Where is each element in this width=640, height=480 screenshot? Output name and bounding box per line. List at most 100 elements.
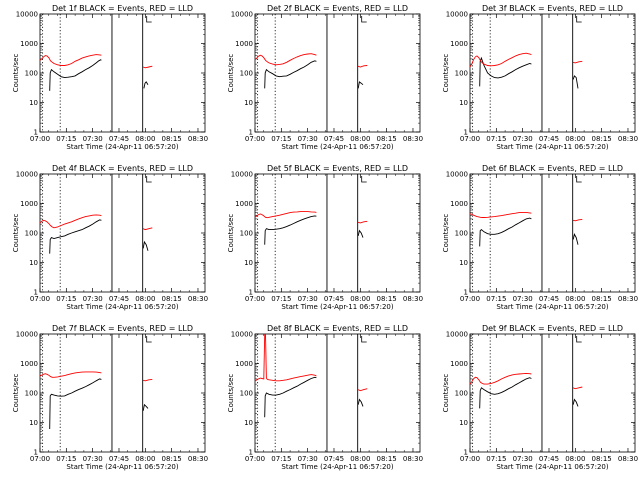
x-tick-label: 07:00 xyxy=(245,135,265,143)
series-line-lld xyxy=(469,372,532,385)
series-line-lld xyxy=(254,53,317,66)
x-axis-label: Start Time (24-Apr-11 06:57:20) xyxy=(496,303,608,311)
series-line-events xyxy=(49,219,102,254)
y-tick-label: 100 xyxy=(25,390,38,398)
series-line-events xyxy=(357,398,364,407)
x-tick-label: 08:15 xyxy=(592,135,612,143)
chart-3: Det 3f BLACK = Events, RED = LLD 1 10 100 10… xyxy=(442,4,638,151)
y-tick-label: 1 xyxy=(464,289,468,297)
chart-title: Det 1f BLACK = Events, RED = LLD xyxy=(52,4,193,13)
x-tick-label: 08:30 xyxy=(188,455,208,463)
series-line-events xyxy=(479,56,532,87)
x-tick-label: 07:30 xyxy=(83,295,103,303)
x-tick-label: 07:00 xyxy=(30,135,50,143)
corner-bracket xyxy=(576,176,582,183)
x-tick-label: 07:30 xyxy=(298,455,318,463)
series-line-events xyxy=(357,229,364,238)
y-tick-label: 100 xyxy=(25,230,38,238)
corner-bracket xyxy=(361,176,367,183)
series-line-lld xyxy=(254,211,317,219)
x-tick-label: 08:00 xyxy=(565,455,585,463)
plot-frame xyxy=(469,173,636,293)
x-tick-label: 08:30 xyxy=(188,135,208,143)
x-tick-label: 07:45 xyxy=(109,455,129,463)
y-axis-label: Counts/sec xyxy=(442,54,450,93)
series-line-events xyxy=(572,233,579,245)
x-tick-label: 08:00 xyxy=(350,135,370,143)
corner-bracket xyxy=(146,176,152,183)
y-tick-label: 1000 xyxy=(20,200,38,208)
series-line-lld xyxy=(357,65,368,68)
x-axis-label: Start Time (24-Apr-11 06:57:20) xyxy=(496,143,608,151)
series-line-lld xyxy=(39,371,102,378)
chart-4: Det 4f BLACK = Events, RED = LLD 1 10 100 10… xyxy=(12,164,208,311)
series-line-lld xyxy=(39,214,102,229)
plot-frame xyxy=(254,173,421,293)
y-tick-label: 1000 xyxy=(235,200,253,208)
y-axis-label: Counts/sec xyxy=(12,54,20,93)
x-axis-label: Start Time (24-Apr-11 06:57:20) xyxy=(281,463,393,471)
x-tick-label: 08:00 xyxy=(565,135,585,143)
y-tick-label: 100 xyxy=(240,390,253,398)
plot-frame xyxy=(39,333,206,453)
corner-bracket xyxy=(361,336,367,343)
chart-5: Det 5f BLACK = Events, RED = LLD 1 10 100 10… xyxy=(227,164,423,311)
series-line-events xyxy=(572,398,579,407)
x-tick-label: 08:30 xyxy=(618,455,638,463)
corner-bracket xyxy=(576,16,582,23)
y-tick-label: 10000 xyxy=(16,171,38,179)
y-tick-label: 10000 xyxy=(446,171,468,179)
y-tick-label: 10000 xyxy=(446,331,468,339)
plot-frame xyxy=(469,13,636,133)
x-tick-label: 07:30 xyxy=(298,135,318,143)
x-tick-label: 08:30 xyxy=(618,135,638,143)
y-tick-label: 10000 xyxy=(231,331,253,339)
x-tick-label: 07:30 xyxy=(83,455,103,463)
chart-6: Det 6f BLACK = Events, RED = LLD 1 10 100 10… xyxy=(442,164,638,311)
chart-title: Det 4f BLACK = Events, RED = LLD xyxy=(52,164,193,173)
series-line-lld xyxy=(142,227,153,231)
x-tick-label: 08:15 xyxy=(162,455,182,463)
x-tick-label: 07:45 xyxy=(539,455,559,463)
series-line-events xyxy=(357,81,364,89)
y-tick-label: 10 xyxy=(459,99,468,107)
y-tick-label: 10000 xyxy=(16,11,38,19)
y-tick-label: 100 xyxy=(455,70,468,78)
y-tick-label: 10000 xyxy=(231,171,253,179)
series-line-events xyxy=(479,217,532,247)
y-tick-label: 1000 xyxy=(20,360,38,368)
chart-title: Det 7f BLACK = Events, RED = LLD xyxy=(52,324,193,333)
x-tick-label: 08:30 xyxy=(403,135,423,143)
plot-frame xyxy=(254,13,421,133)
y-axis-label: Counts/sec xyxy=(442,374,450,413)
chart-title: Det 9f BLACK = Events, RED = LLD xyxy=(482,324,623,333)
corner-bracket xyxy=(361,16,367,23)
x-tick-label: 07:00 xyxy=(30,455,50,463)
y-tick-label: 100 xyxy=(240,230,253,238)
corner-bracket xyxy=(576,336,582,343)
x-tick-label: 08:30 xyxy=(188,295,208,303)
x-tick-label: 08:00 xyxy=(350,295,370,303)
x-tick-label: 08:15 xyxy=(377,455,397,463)
x-axis-label: Start Time (24-Apr-11 06:57:20) xyxy=(496,463,608,471)
x-tick-label: 07:15 xyxy=(271,295,291,303)
plot-frame xyxy=(39,173,206,293)
x-tick-label: 07:15 xyxy=(486,295,506,303)
y-tick-label: 1 xyxy=(249,449,253,457)
y-axis-label: Counts/sec xyxy=(442,214,450,253)
y-tick-label: 100 xyxy=(240,70,253,78)
x-tick-label: 07:30 xyxy=(513,455,533,463)
x-tick-label: 08:15 xyxy=(162,295,182,303)
y-axis-label: Counts/sec xyxy=(12,374,20,413)
x-tick-label: 07:45 xyxy=(539,135,559,143)
y-axis-label: Counts/sec xyxy=(12,214,20,253)
x-tick-label: 08:15 xyxy=(162,135,182,143)
y-tick-label: 100 xyxy=(455,390,468,398)
corner-bracket xyxy=(146,336,152,343)
chart-title: Det 3f BLACK = Events, RED = LLD xyxy=(482,4,623,13)
y-tick-label: 1000 xyxy=(450,200,468,208)
x-tick-label: 08:00 xyxy=(350,455,370,463)
y-tick-label: 1 xyxy=(34,129,38,137)
series-line-lld xyxy=(39,54,102,66)
x-tick-label: 07:00 xyxy=(30,295,50,303)
